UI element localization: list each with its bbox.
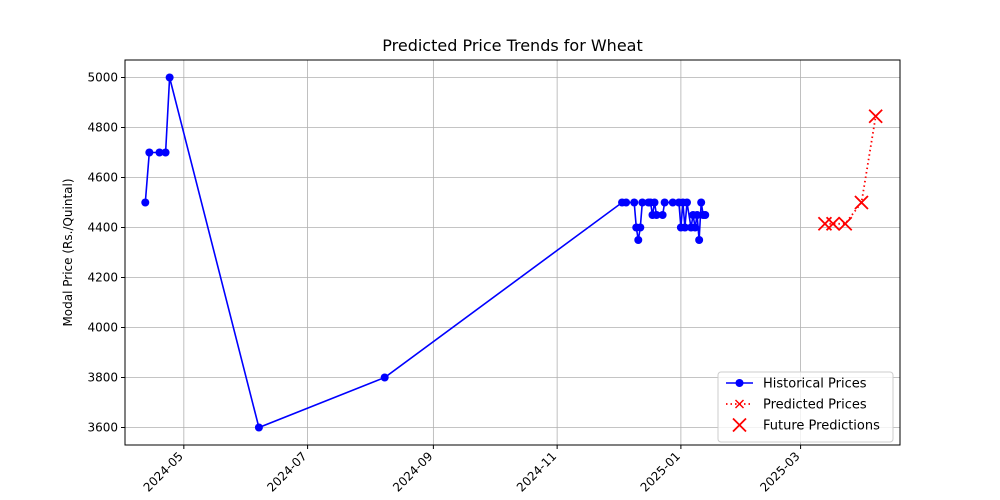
x-tick-label: 2024-05 — [141, 449, 186, 494]
future-prediction-point — [825, 216, 841, 231]
future-prediction-point — [868, 109, 883, 124]
legend-marker-historical — [735, 379, 744, 387]
historical-price-point — [622, 198, 631, 207]
legend: Historical Prices Predicted Prices Future … — [717, 371, 894, 443]
series-layer — [141, 73, 883, 432]
x-tick-label: 2024-07 — [264, 449, 309, 494]
legend-box — [717, 371, 894, 443]
historical-price-line — [144, 77, 706, 429]
y-tick-label: 3800 — [87, 371, 118, 385]
historical-price-point — [630, 198, 639, 207]
x-marker-stroke — [732, 417, 747, 433]
x-tick-label: 2024-11 — [514, 449, 559, 494]
historical-price-point — [691, 223, 700, 232]
x-marker-stroke — [735, 399, 744, 409]
historical-price-point — [660, 198, 669, 207]
historical-price-point — [155, 148, 164, 157]
legend-label: Historical Prices — [763, 377, 867, 392]
historical-price-point — [161, 148, 170, 157]
y-tick-label: 4400 — [87, 221, 118, 235]
historical-price-point — [701, 211, 710, 219]
historical-price-point — [693, 211, 702, 219]
x-tick-label: 2025-03 — [757, 449, 802, 494]
historical-price-point — [254, 423, 263, 432]
x-marker-stroke — [838, 216, 853, 231]
predicted-price-line — [824, 116, 877, 225]
chart-title: Predicted Price Trends for Wheat — [382, 36, 643, 55]
historical-price-point — [380, 373, 389, 382]
y-tick-label: 4200 — [87, 271, 118, 285]
y-tick-label: 4000 — [87, 321, 118, 335]
historical-price-point — [638, 198, 647, 207]
legend-label: Future Predictions — [763, 419, 880, 434]
historical-price-point — [697, 198, 706, 207]
y-tick-label: 4600 — [87, 171, 118, 185]
x-tick-label: 2024-09 — [390, 449, 435, 494]
historical-price-point — [680, 223, 689, 232]
y-tick-label: 5000 — [87, 71, 118, 85]
historical-price-point — [695, 236, 704, 244]
legend-marker-future — [732, 417, 747, 433]
axes-frame — [124, 59, 901, 446]
y-axis-label: Modal Price (Rs./Quintal) — [61, 178, 75, 326]
legend-marker-predicted — [735, 399, 744, 409]
x-marker-stroke — [868, 109, 883, 124]
historical-price-point — [650, 198, 659, 207]
historical-price-point — [668, 198, 677, 207]
x-marker-stroke — [854, 195, 869, 210]
historical-price-point — [658, 211, 667, 219]
historical-price-point — [141, 198, 150, 207]
legend-label: Predicted Prices — [763, 398, 867, 413]
x-tick-label: 2025-01 — [638, 449, 683, 494]
historical-price-point — [682, 198, 691, 207]
y-tick-label: 3600 — [87, 421, 118, 435]
historical-price-point — [145, 148, 154, 157]
y-tick-label: 4800 — [87, 121, 118, 135]
historical-price-point — [165, 73, 174, 82]
historical-price-point — [652, 211, 661, 219]
x-marker-stroke — [825, 216, 841, 231]
tick-layer: 3600 3800 4000 4200 4400 4600 4800 5000 2024-05 2… — [87, 71, 802, 495]
future-prediction-point — [854, 195, 869, 210]
historical-price-point — [634, 236, 643, 244]
future-prediction-point — [838, 216, 853, 231]
historical-price-point — [636, 223, 645, 232]
